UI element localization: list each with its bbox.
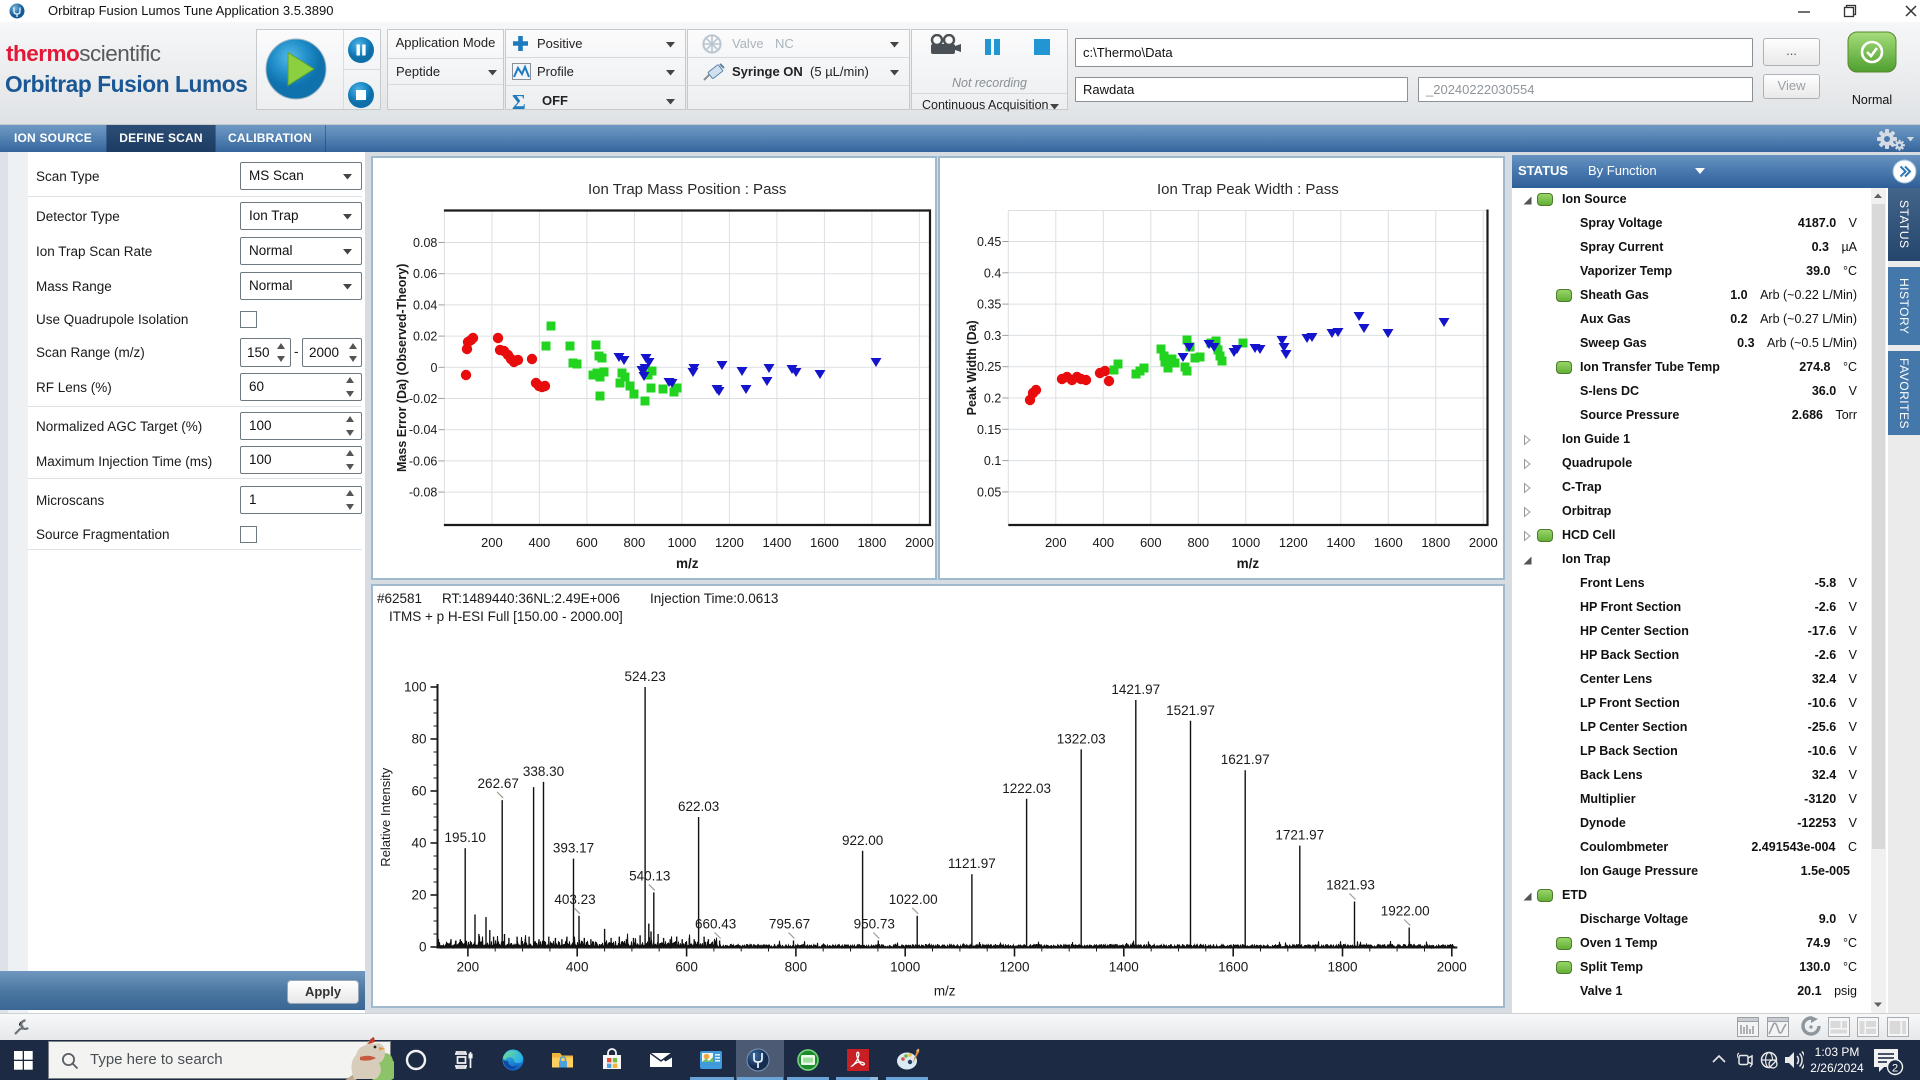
svg-text:-0.04: -0.04 bbox=[409, 423, 438, 437]
svg-text:262.67: 262.67 bbox=[478, 776, 519, 791]
svg-text:600: 600 bbox=[675, 960, 698, 975]
svg-text:800: 800 bbox=[785, 960, 808, 975]
svg-text:Mass Error (Da) (Observed-Theo: Mass Error (Da) (Observed-Theory) bbox=[395, 264, 409, 472]
svg-text:1821.93: 1821.93 bbox=[1326, 878, 1375, 893]
svg-text:0.45: 0.45 bbox=[977, 235, 1001, 249]
svg-text:2000: 2000 bbox=[1437, 960, 1467, 975]
svg-text:0.3: 0.3 bbox=[984, 329, 1001, 343]
svg-text:0.2: 0.2 bbox=[984, 392, 1001, 406]
svg-text:0.35: 0.35 bbox=[977, 298, 1001, 312]
svg-text:0.05: 0.05 bbox=[977, 485, 1001, 499]
svg-text:-0.02: -0.02 bbox=[409, 392, 438, 406]
svg-text:660.43: 660.43 bbox=[695, 917, 736, 932]
svg-text:950.73: 950.73 bbox=[854, 917, 895, 932]
svg-text:795.67: 795.67 bbox=[769, 917, 810, 932]
svg-text:1200: 1200 bbox=[999, 960, 1029, 975]
svg-text:200: 200 bbox=[481, 535, 503, 550]
svg-text:400: 400 bbox=[1092, 535, 1114, 550]
svg-text:0: 0 bbox=[430, 361, 437, 375]
svg-text:m/z: m/z bbox=[1237, 556, 1260, 571]
svg-text:540.13: 540.13 bbox=[629, 868, 670, 883]
svg-text:1800: 1800 bbox=[857, 535, 886, 550]
svg-text:Relative Intensity: Relative Intensity bbox=[378, 767, 393, 866]
svg-text:Ion Trap Peak Width : Pass: Ion Trap Peak Width : Pass bbox=[1157, 181, 1339, 198]
svg-text:m/z: m/z bbox=[676, 556, 699, 571]
svg-text:922.00: 922.00 bbox=[842, 833, 883, 848]
svg-text:20: 20 bbox=[411, 888, 426, 903]
svg-text:393.17: 393.17 bbox=[553, 841, 594, 856]
svg-text:1222.03: 1222.03 bbox=[1002, 781, 1051, 796]
svg-text:RT:1489440:36NL:2.49E+006: RT:1489440:36NL:2.49E+006 bbox=[442, 591, 620, 606]
svg-text:338.30: 338.30 bbox=[523, 764, 564, 779]
svg-text:100: 100 bbox=[404, 680, 427, 695]
svg-text:Injection Time:0.0613: Injection Time:0.0613 bbox=[650, 591, 778, 606]
svg-text:1322.03: 1322.03 bbox=[1057, 731, 1106, 746]
svg-text:1800: 1800 bbox=[1327, 960, 1357, 975]
svg-text:ITMS + p H-ESI Full [150.00 -: ITMS + p H-ESI Full [150.00 - 2000.00] bbox=[389, 609, 623, 624]
svg-text:0.4: 0.4 bbox=[984, 266, 1001, 280]
svg-text:1000: 1000 bbox=[890, 960, 920, 975]
svg-text:1000: 1000 bbox=[667, 535, 696, 550]
svg-text:800: 800 bbox=[1187, 535, 1209, 550]
svg-text:1600: 1600 bbox=[810, 535, 839, 550]
svg-text:200: 200 bbox=[457, 960, 480, 975]
svg-text:1922.00: 1922.00 bbox=[1381, 904, 1430, 919]
svg-text:622.03: 622.03 bbox=[678, 799, 719, 814]
svg-text:1400: 1400 bbox=[1326, 535, 1355, 550]
svg-text:1721.97: 1721.97 bbox=[1275, 828, 1324, 843]
svg-text:0.1: 0.1 bbox=[984, 454, 1001, 468]
svg-text:m/z: m/z bbox=[934, 984, 956, 999]
svg-text:1200: 1200 bbox=[1279, 535, 1308, 550]
svg-text:80: 80 bbox=[411, 732, 426, 747]
svg-text:0.02: 0.02 bbox=[413, 330, 437, 344]
svg-text:Peak Width (Da): Peak Width (Da) bbox=[965, 320, 979, 415]
svg-text:0.25: 0.25 bbox=[977, 360, 1001, 374]
svg-text:600: 600 bbox=[1140, 535, 1162, 550]
svg-text:1600: 1600 bbox=[1218, 960, 1248, 975]
svg-text:400: 400 bbox=[529, 535, 551, 550]
svg-text:2000: 2000 bbox=[905, 535, 934, 550]
svg-text:0.15: 0.15 bbox=[977, 423, 1001, 437]
svg-text:60: 60 bbox=[411, 784, 426, 799]
svg-text:200: 200 bbox=[1045, 535, 1067, 550]
svg-text:1421.97: 1421.97 bbox=[1111, 682, 1160, 697]
svg-text:1400: 1400 bbox=[762, 535, 791, 550]
svg-text:1521.97: 1521.97 bbox=[1166, 703, 1215, 718]
svg-text:1000: 1000 bbox=[1231, 535, 1260, 550]
svg-text:800: 800 bbox=[624, 535, 646, 550]
svg-text:400: 400 bbox=[566, 960, 589, 975]
svg-text:1200: 1200 bbox=[715, 535, 744, 550]
svg-text:Ion Trap Mass Position : Pass: Ion Trap Mass Position : Pass bbox=[588, 181, 786, 198]
svg-text:2000: 2000 bbox=[1469, 535, 1498, 550]
svg-text:1600: 1600 bbox=[1374, 535, 1403, 550]
svg-text:0.06: 0.06 bbox=[413, 267, 437, 281]
svg-text:1621.97: 1621.97 bbox=[1221, 752, 1270, 767]
svg-text:40: 40 bbox=[411, 836, 426, 851]
svg-text:0: 0 bbox=[419, 940, 427, 955]
svg-text:1400: 1400 bbox=[1109, 960, 1139, 975]
svg-text:195.10: 195.10 bbox=[445, 830, 486, 845]
svg-text:1022.00: 1022.00 bbox=[889, 892, 938, 907]
svg-text:600: 600 bbox=[576, 535, 598, 550]
svg-text:0.08: 0.08 bbox=[413, 236, 437, 250]
svg-text:-0.06: -0.06 bbox=[409, 454, 438, 468]
svg-text:0.04: 0.04 bbox=[413, 298, 437, 312]
svg-text:-0.08: -0.08 bbox=[409, 486, 438, 500]
svg-text:1121.97: 1121.97 bbox=[948, 856, 996, 871]
svg-text:524.23: 524.23 bbox=[624, 669, 665, 684]
svg-text:1800: 1800 bbox=[1421, 535, 1450, 550]
svg-text:2: 2 bbox=[1892, 1063, 1898, 1075]
svg-text:403.23: 403.23 bbox=[554, 892, 595, 907]
svg-text:#62581: #62581 bbox=[377, 591, 422, 606]
